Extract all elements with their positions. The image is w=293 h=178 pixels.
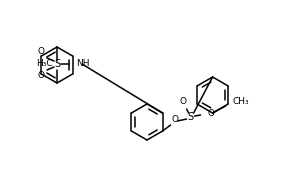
Text: O: O [38,48,45,56]
Text: O: O [207,109,214,119]
Text: O: O [171,116,178,124]
Text: O: O [38,72,45,80]
Text: S: S [188,112,194,122]
Text: S: S [54,59,60,69]
Text: CH₃: CH₃ [233,98,249,106]
Text: NH: NH [76,59,89,69]
Text: H₃C: H₃C [36,59,53,69]
Text: O: O [179,96,186,106]
